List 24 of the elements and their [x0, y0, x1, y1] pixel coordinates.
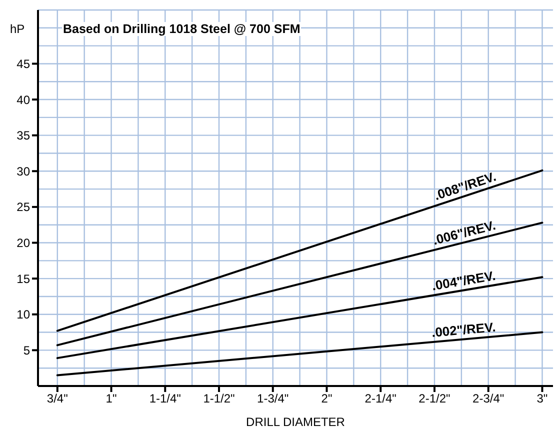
y-axis-title: hP: [10, 22, 25, 36]
x-tick-label: 1-3/4": [257, 392, 289, 406]
x-tick-label: 2-1/2": [418, 392, 450, 406]
y-tick-label: 40: [16, 92, 30, 107]
y-tick-label: 5: [23, 343, 30, 358]
y-tick-label: 20: [16, 236, 30, 250]
x-tick-label: 3/4": [46, 392, 68, 406]
x-axis-title: DRILL DIAMETER: [246, 415, 346, 429]
y-tick-label: 30: [16, 164, 30, 178]
x-tick-label: 2-1/4": [364, 392, 396, 406]
x-tick-label: 3": [536, 392, 548, 406]
x-tick-label: 2-3/4": [472, 392, 504, 406]
x-tick-label: 1-1/4": [149, 392, 181, 406]
text: .004"/REV.: [430, 268, 497, 294]
x-tick-label: 1": [106, 392, 117, 406]
x-tick-label: 1-1/2": [203, 392, 235, 406]
y-tick-label: 25: [16, 200, 30, 214]
x-tick-label: 2": [321, 392, 332, 406]
y-tick-label: 35: [16, 128, 30, 143]
text: .002"/REV.: [430, 319, 496, 340]
y-tick-label: 10: [16, 308, 30, 322]
text: Based on Drilling 1018 Steel @ 700 SFM: [62, 22, 302, 36]
y-tick-label: 45: [16, 56, 30, 71]
y-tick-label: 15: [16, 272, 30, 286]
